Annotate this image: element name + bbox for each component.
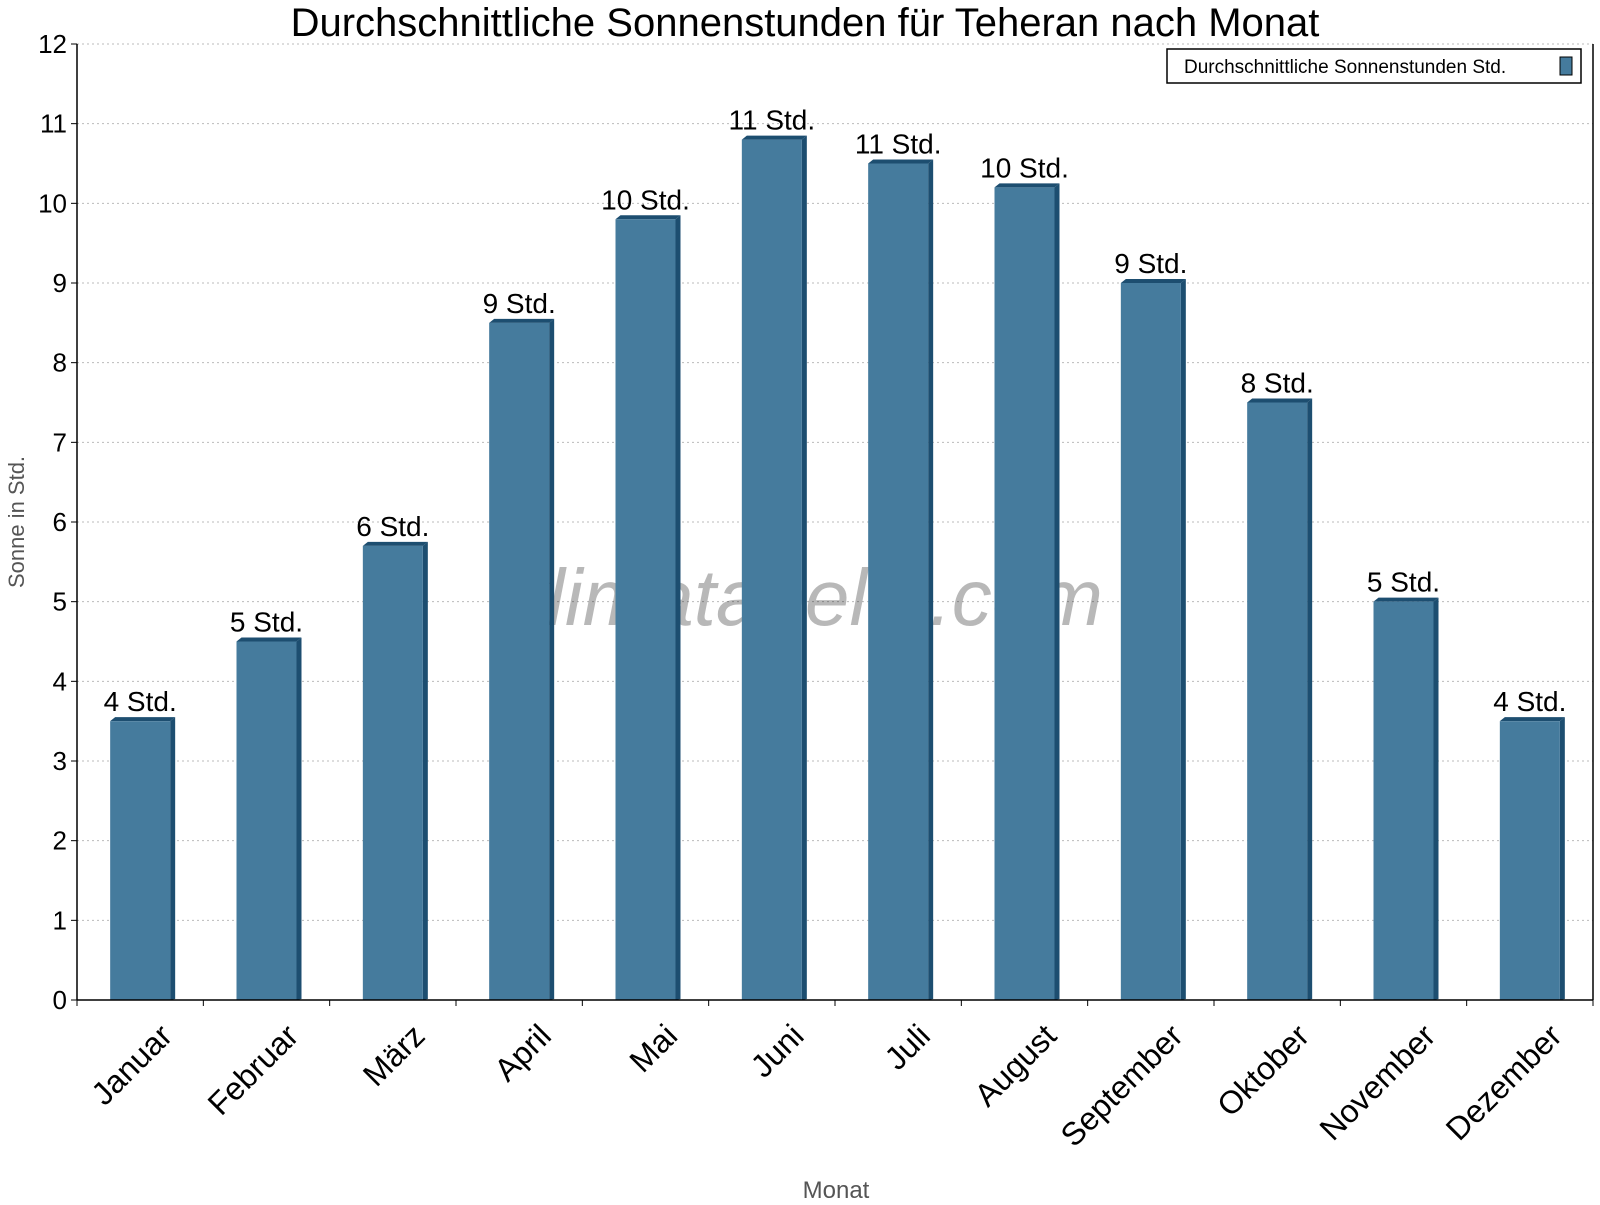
x-tick-label: Juli xyxy=(878,1017,937,1076)
bar-side xyxy=(928,159,934,1000)
data-label: 10 Std. xyxy=(980,152,1069,183)
bar-top xyxy=(1120,279,1186,283)
bar xyxy=(1247,402,1308,1000)
data-label: 6 Std. xyxy=(356,511,429,542)
y-tick-label: 11 xyxy=(40,109,67,139)
y-tick-label: 5 xyxy=(53,587,67,617)
y-tick-label: 12 xyxy=(38,29,67,59)
bar-side xyxy=(1433,597,1439,1000)
bar-side xyxy=(549,318,555,1000)
bar-top xyxy=(489,318,555,323)
bar-side xyxy=(170,717,176,1000)
x-tick-label: Oktober xyxy=(1210,1017,1316,1123)
bar-top xyxy=(1373,597,1439,602)
legend-swatch xyxy=(1559,56,1573,76)
legend-label: Durchschnittliche Sonnenstunden Std. xyxy=(1184,57,1506,78)
x-tick-label: September xyxy=(1053,1017,1189,1153)
bar-top xyxy=(110,717,176,722)
x-tick-label: November xyxy=(1312,1017,1442,1147)
bar-top xyxy=(615,215,681,220)
data-label: 8 Std. xyxy=(1241,368,1314,399)
bar xyxy=(236,641,297,1000)
bar-side xyxy=(1307,398,1313,1000)
bars: 4 Std. 5 Std. 6 Std. 9 Std. 10 Std. 11 Std. 11… xyxy=(104,105,1566,1001)
bar xyxy=(868,163,929,1000)
data-label: 9 Std. xyxy=(1114,248,1187,279)
bar-side xyxy=(675,215,681,1000)
y-tick-label: 6 xyxy=(53,507,67,537)
data-label: 9 Std. xyxy=(483,288,556,319)
y-tick-label: 4 xyxy=(53,666,67,696)
bar xyxy=(1120,283,1181,1000)
y-axis-label: Sonne in Std. xyxy=(4,456,29,588)
y-tick-label: 9 xyxy=(53,268,67,298)
bar-side xyxy=(1559,717,1565,1000)
bar-top xyxy=(1247,398,1313,403)
data-label: 4 Std. xyxy=(1493,686,1566,717)
x-tick-label: Februar xyxy=(201,1017,306,1122)
bar-side xyxy=(801,135,807,1001)
bar xyxy=(615,219,676,1000)
bar xyxy=(1499,721,1560,1000)
bar xyxy=(994,187,1055,1000)
x-tick-label: Januar xyxy=(84,1017,179,1112)
data-label: 10 Std. xyxy=(601,184,690,215)
x-tick-label: Dezember xyxy=(1439,1017,1569,1147)
chart-title: Durchschnittliche Sonnenstunden für Tehe… xyxy=(291,1,1320,45)
data-label: 11 Std. xyxy=(855,129,942,160)
y-tick-label: 7 xyxy=(53,427,67,457)
data-label: 5 Std. xyxy=(230,607,303,638)
y-tick-label: 3 xyxy=(53,746,67,776)
x-tick-label: April xyxy=(487,1017,558,1088)
bar xyxy=(110,721,171,1000)
y-tick-label: 0 xyxy=(53,985,67,1015)
x-tick-label: März xyxy=(356,1017,432,1093)
bar-top xyxy=(236,637,302,642)
bar-top xyxy=(868,159,934,164)
legend: Durchschnittliche Sonnenstunden Std. xyxy=(1166,48,1582,84)
x-tick-label: August xyxy=(967,1017,1063,1113)
bar-side xyxy=(296,637,302,1000)
x-tick-label: Juni xyxy=(744,1017,811,1084)
bar xyxy=(489,322,550,1000)
bar-top xyxy=(994,183,1060,188)
bar-side xyxy=(422,541,428,1000)
bar-top xyxy=(362,541,428,546)
y-tick-label: 1 xyxy=(53,905,67,935)
bar xyxy=(1373,601,1434,1000)
data-label: 5 Std. xyxy=(1367,567,1440,598)
bar xyxy=(741,139,802,1001)
x-axis-label: Monat xyxy=(803,1177,870,1200)
bar-side xyxy=(1180,279,1186,1000)
x-tick-label: Mai xyxy=(622,1017,684,1079)
y-tick-label: 10 xyxy=(38,188,67,218)
bar-top xyxy=(741,135,807,140)
y-tick-label: 2 xyxy=(53,826,67,856)
bar-side xyxy=(1054,183,1060,1000)
bar xyxy=(362,545,423,1000)
y-tick-label: 8 xyxy=(53,348,67,378)
data-label: 4 Std. xyxy=(104,686,177,717)
data-label: 11 Std. xyxy=(729,105,816,136)
gridlines xyxy=(77,43,1593,921)
bar-top xyxy=(1499,717,1565,722)
